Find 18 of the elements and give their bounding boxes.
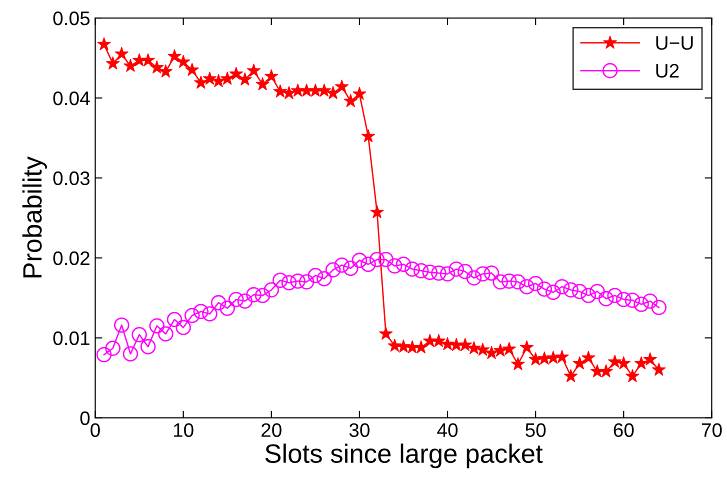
legend-label: U−U (656, 36, 693, 50)
x-tick-label: 10 (174, 423, 194, 437)
y-tick-label: 0.04 (53, 91, 90, 106)
x-tick-label: 70 (702, 423, 722, 437)
y-tick-label: 0.01 (53, 331, 90, 346)
x-axis-title: Slots since large packet (265, 444, 543, 468)
x-tick-label: 30 (349, 423, 370, 437)
y-tick-label: 0.05 (53, 11, 90, 26)
x-tick-label: 60 (614, 423, 634, 437)
y-axis-title: Probability (22, 156, 47, 278)
y-tick-label: 0.03 (53, 171, 90, 186)
x-tick-label: 0 (90, 423, 100, 437)
y-tick-label: 0.02 (53, 251, 90, 266)
legend-label: U2 (656, 64, 679, 78)
x-tick-label: 50 (526, 423, 546, 437)
x-tick-label: 40 (437, 423, 458, 437)
y-tick-label: 0 (80, 411, 90, 426)
x-tick-label: 20 (262, 423, 282, 437)
